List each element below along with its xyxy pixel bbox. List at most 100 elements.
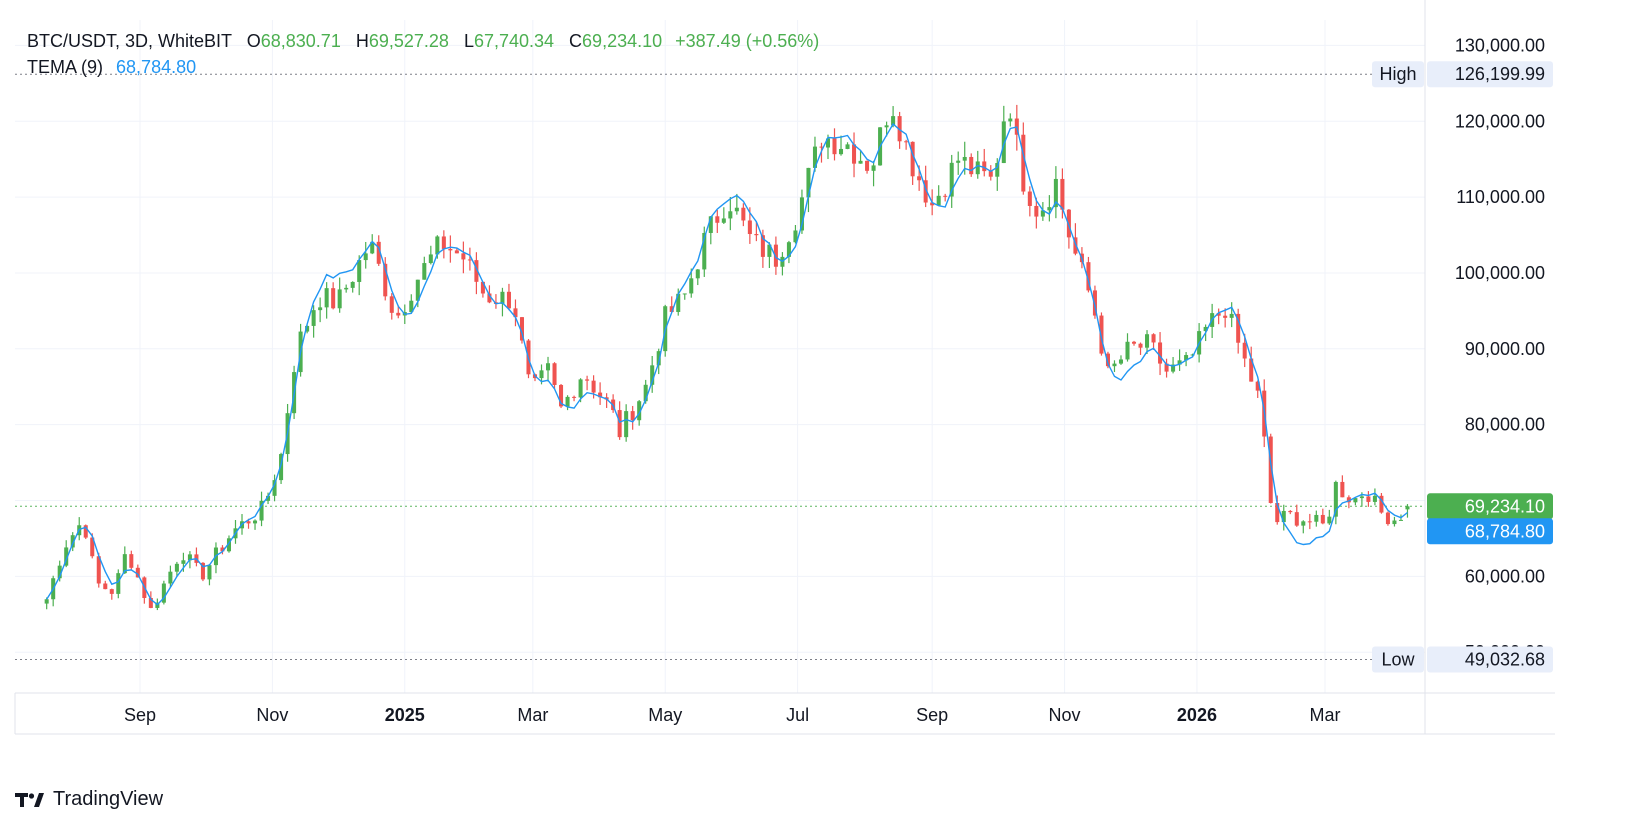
time-tick-label: Jul <box>786 705 809 725</box>
candle-body <box>949 162 954 197</box>
tema-line <box>46 122 1408 606</box>
open-key: O <box>246 31 261 51</box>
low-key: L <box>463 31 474 51</box>
candle-body <box>1307 521 1312 523</box>
candle-body <box>1086 262 1091 291</box>
candle-body <box>44 599 49 604</box>
candle-body <box>637 401 642 421</box>
candle-body <box>1216 313 1221 316</box>
candle-body <box>259 500 264 521</box>
candle-body <box>1392 520 1397 525</box>
candle-body <box>389 296 394 313</box>
candle-body <box>1398 519 1403 521</box>
time-tick-label: Sep <box>124 705 156 725</box>
candle-body <box>1405 506 1410 510</box>
candle-body <box>1327 516 1332 524</box>
candle-body <box>350 281 355 288</box>
candle-body <box>279 454 284 481</box>
candle-body <box>858 160 863 164</box>
candle-body <box>454 250 459 254</box>
candle-body <box>161 583 166 603</box>
candle-body <box>930 202 935 206</box>
candle-body <box>415 279 420 301</box>
candle-body <box>565 396 570 407</box>
candle-body <box>57 565 62 579</box>
candle-body <box>1027 191 1032 206</box>
chart-legend: BTC/USDT, 3D, WhiteBIT O68,830.71 H69,52… <box>27 28 819 80</box>
candle-body <box>428 254 433 264</box>
candle-body <box>1314 514 1319 522</box>
candle-body <box>500 291 505 304</box>
candle-body <box>806 167 811 198</box>
candle-body <box>1131 341 1137 344</box>
candle-body <box>109 589 114 594</box>
candle-body <box>767 244 772 257</box>
candle-body <box>832 138 837 155</box>
candle-body <box>975 161 980 175</box>
high-price-label: 126,199.99 <box>1455 64 1545 84</box>
candle-body <box>344 287 349 290</box>
candle-body <box>1066 209 1071 238</box>
candle-body <box>715 216 720 223</box>
candle-body <box>409 300 414 313</box>
candle-body <box>630 411 635 421</box>
candle-body <box>1118 359 1124 364</box>
candle-body <box>995 163 1000 177</box>
reference-lines <box>15 73 1425 661</box>
candle-body <box>1112 363 1117 367</box>
candle-body <box>838 148 844 155</box>
candle-body <box>943 195 948 197</box>
candle-body <box>506 291 511 309</box>
candle-body <box>181 560 186 564</box>
candle-body <box>513 308 518 318</box>
time-tick-label: Sep <box>916 705 948 725</box>
candle-body <box>103 583 108 590</box>
indicator-label: TEMA (9) <box>27 57 104 77</box>
candle-body <box>1346 497 1351 503</box>
candle-body <box>1164 363 1169 372</box>
candle-body <box>747 220 752 235</box>
candle-body <box>305 325 310 332</box>
candle-body <box>676 293 681 312</box>
candle-body <box>591 380 596 393</box>
change-value: +387.49 (+0.56%) <box>675 31 820 51</box>
candle-body <box>897 116 902 142</box>
candle-body <box>1040 210 1045 217</box>
high-key: H <box>355 31 369 51</box>
candle-body <box>1060 178 1065 210</box>
candle-body <box>272 480 277 496</box>
price-tick-label: 90,000.00 <box>1465 339 1545 359</box>
candle-body <box>682 293 687 295</box>
candle-body <box>1158 342 1163 364</box>
symbol-label: BTC/USDT, 3D, WhiteBIT <box>27 31 232 51</box>
candle-body <box>793 230 798 243</box>
candle-body <box>572 396 577 398</box>
candle-body <box>917 176 922 181</box>
candle-body <box>982 161 987 172</box>
candle-body <box>741 207 746 221</box>
time-tick-label: 2026 <box>1177 705 1217 725</box>
candle-body <box>760 235 765 257</box>
chart-axes: 130,000.00 120,000.00 110,000.00 100,000.00… <box>14 0 1555 735</box>
candle-body <box>799 197 804 231</box>
tradingview-brand[interactable]: TradingView <box>15 788 163 811</box>
candle-body <box>122 554 127 574</box>
indicator-legend-row[interactable]: TEMA (9) 68,784.80 <box>27 54 819 80</box>
price-tick-label: 100,000.00 <box>1455 263 1545 283</box>
candle-body <box>435 236 440 255</box>
price-tick-label: 120,000.00 <box>1455 111 1545 131</box>
candle-body <box>656 351 661 366</box>
candle-body <box>962 156 967 161</box>
candle-body <box>487 293 492 303</box>
candle-body <box>1138 343 1143 348</box>
candle-body <box>83 525 88 538</box>
candle-body <box>129 554 134 568</box>
time-tick-label: May <box>648 705 682 725</box>
last-close-price-label: 69,234.10 <box>1465 496 1545 516</box>
candle-body <box>135 567 140 578</box>
candle-body <box>200 562 205 580</box>
candle-body <box>891 116 896 126</box>
candle-body <box>480 281 485 294</box>
candle-body <box>331 288 336 309</box>
